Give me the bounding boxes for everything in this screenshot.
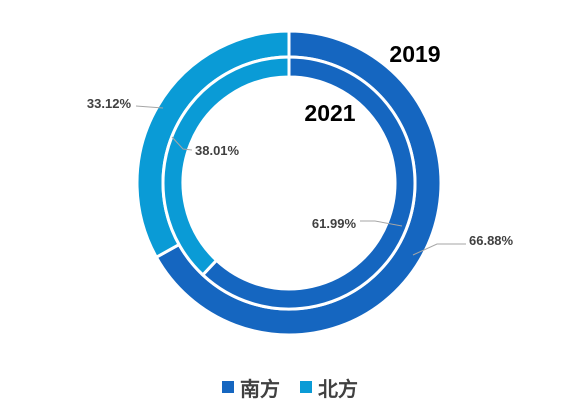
data-label-2021-south: 61.99% [312, 216, 357, 231]
data-label-2021-north: 38.01% [195, 143, 240, 158]
data-label-2019-north: 33.12% [87, 96, 132, 111]
legend-swatch-south [222, 381, 234, 393]
leader-line-2021-north [171, 136, 193, 151]
series-label-2021: 2021 [304, 100, 355, 126]
chart-legend: 南方 北方 [0, 370, 580, 404]
legend-item-south[interactable]: 南方 [222, 373, 280, 402]
legend-swatch-north [300, 381, 312, 393]
leader-line-2019-south [412, 243, 466, 256]
legend-label-north: 北方 [318, 376, 358, 401]
leader-line-2021-south [360, 220, 403, 227]
legend-item-north[interactable]: 北方 [300, 373, 358, 402]
slice-2021-north[interactable] [161, 55, 291, 278]
data-label-2019-south: 66.88% [469, 233, 514, 248]
series-label-2019: 2019 [389, 41, 440, 67]
leader-line-2019-north [135, 105, 164, 109]
legend-label-south: 南方 [240, 376, 280, 401]
